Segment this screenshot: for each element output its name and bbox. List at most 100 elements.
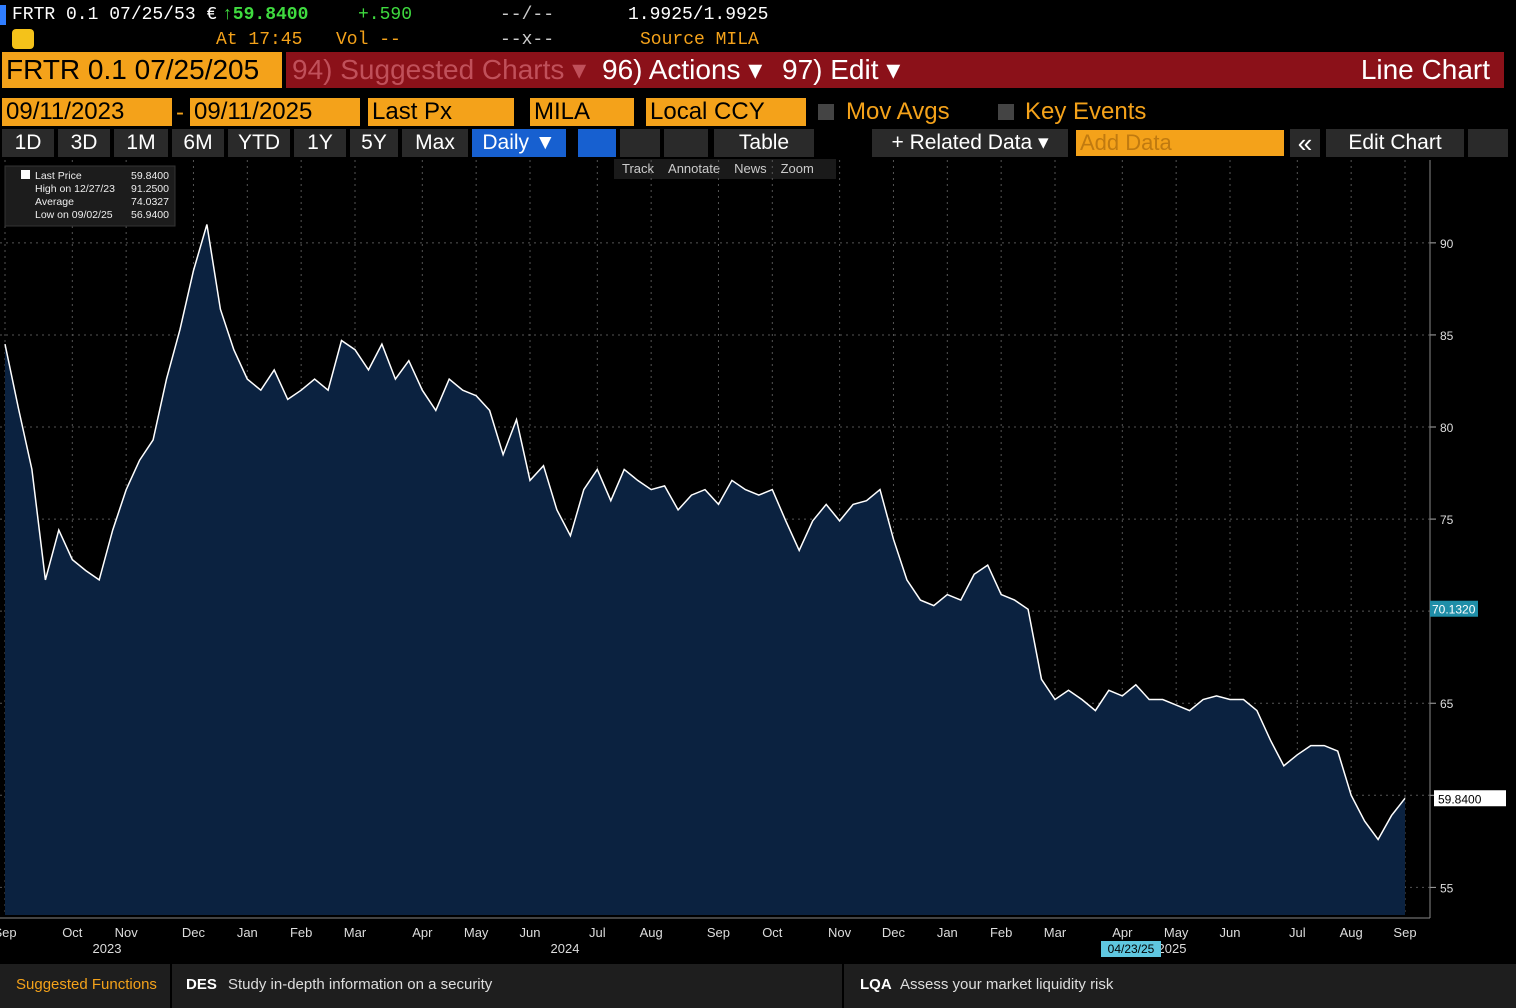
y-tick-label: 65 xyxy=(1440,697,1454,711)
divider xyxy=(170,964,172,1008)
volume: Vol -- xyxy=(336,30,401,50)
source: Source MILA xyxy=(640,30,759,50)
settings[interactable] xyxy=(1468,129,1508,157)
date-input[interactable]: 09/11/2023 xyxy=(2,98,172,126)
x-tick-label: Dec xyxy=(182,925,206,940)
mov-avgs[interactable]: Mov Avgs xyxy=(846,98,950,125)
bid-ask: --/-- xyxy=(500,5,555,25)
security: FRTR 0.1 07/25/53 € xyxy=(12,5,218,25)
related-data[interactable]: + Related Data ▾ xyxy=(872,129,1068,157)
x-tick-label: Jan xyxy=(237,925,258,940)
period-button[interactable]: 3D xyxy=(58,129,110,157)
x-tick-label: Oct xyxy=(762,925,783,940)
x-tick-label: Nov xyxy=(115,925,139,940)
stat-label: Average xyxy=(35,196,74,208)
source-input[interactable]: MILA xyxy=(530,98,634,126)
frequency[interactable]: Daily ▼ xyxy=(472,129,566,157)
tab[interactable]: 94) Suggested Charts ▾ xyxy=(286,52,596,88)
y-tick-label: 55 xyxy=(1440,881,1454,895)
x-tick-label: Aug xyxy=(1340,925,1363,940)
ticker-input[interactable]: FRTR 0.1 07/25/205 xyxy=(2,52,282,88)
edit-chart[interactable]: Edit Chart xyxy=(1326,129,1464,157)
price: ↑59.8400 xyxy=(222,5,309,25)
bar-type[interactable] xyxy=(620,129,660,157)
function-text[interactable]: Assess your market liquidity risk xyxy=(900,976,1114,993)
x-tick-label: Feb xyxy=(290,925,312,940)
year-label: 2023 xyxy=(93,941,122,956)
date-flag: 04/23/25 xyxy=(1108,942,1155,956)
status-bar xyxy=(0,5,6,25)
area xyxy=(5,224,1405,915)
y-tick-label: 90 xyxy=(1440,237,1454,251)
function-text[interactable]: Study in-depth information on a security xyxy=(228,976,493,993)
function-code[interactable]: DES xyxy=(186,976,217,993)
price-marker xyxy=(1430,600,1478,617)
footer-title: Suggested Functions xyxy=(16,976,157,993)
change: +.590 xyxy=(358,5,413,25)
table-button[interactable]: Table xyxy=(714,129,814,157)
price-marker-label: 59.8400 xyxy=(1438,792,1482,806)
x-tick-label: Jul xyxy=(1289,925,1306,940)
time: At 17:45 xyxy=(216,30,303,50)
chart-tool[interactable]: Track xyxy=(622,161,655,176)
legend-box xyxy=(4,165,176,227)
divider xyxy=(842,964,844,1008)
chart-type[interactable] xyxy=(578,129,616,157)
y-tick-label: 80 xyxy=(1440,421,1454,435)
x-tick-label: Mar xyxy=(1044,925,1067,940)
key-events[interactable]: Key Events xyxy=(1025,98,1147,125)
stat-label: Low on 09/02/25 xyxy=(35,209,113,221)
y-tick-label: 85 xyxy=(1440,329,1454,343)
tab[interactable]: 97) Edit ▾ xyxy=(776,52,908,88)
x-tick-label: Feb xyxy=(990,925,1012,940)
x-tick-label: Jul xyxy=(589,925,606,940)
stat-label: Last Price xyxy=(35,170,82,182)
period-button[interactable]: Max xyxy=(402,129,468,157)
chart: 5560657075808590SepOctNovDecJanFebMarApr… xyxy=(0,160,1506,957)
y-tick-label: 75 xyxy=(1440,513,1454,527)
chart-tool[interactable]: Annotate xyxy=(668,161,721,176)
stat-value: 56.9400 xyxy=(131,209,169,221)
price-marker xyxy=(1434,790,1506,807)
checkbox[interactable] xyxy=(998,104,1014,120)
period-button[interactable]: 6M xyxy=(172,129,224,157)
x-tick-label: Sep xyxy=(707,925,730,940)
period-button[interactable]: YTD xyxy=(228,129,290,157)
dropdown[interactable] xyxy=(664,129,708,157)
currency-input[interactable]: Local CCY xyxy=(646,98,806,126)
year-label: 2024 xyxy=(551,941,580,956)
stat-value: 59.8400 xyxy=(131,170,169,182)
chart-tool[interactable]: News xyxy=(734,161,767,176)
checkbox[interactable] xyxy=(818,104,834,120)
field-input[interactable]: Last Px xyxy=(368,98,514,126)
stat-value: 91.2500 xyxy=(131,183,169,195)
x-tick-label: Oct xyxy=(62,925,83,940)
x-tick-label: Apr xyxy=(412,925,433,940)
footer: Suggested Functions DES Study in-depth i… xyxy=(0,964,1516,1008)
date-input[interactable]: 09/11/2025 xyxy=(190,98,360,126)
price-marker-label: 70.1320 xyxy=(1432,603,1476,617)
x-tick-label: Dec xyxy=(882,925,906,940)
price-line xyxy=(4,224,1406,841)
x-tick-label: Aug xyxy=(640,925,663,940)
view-title: Line Chart xyxy=(908,52,1504,88)
collapse[interactable]: « xyxy=(1290,129,1320,157)
period-button[interactable]: 1D xyxy=(2,129,54,157)
chart-tool[interactable]: Zoom xyxy=(780,161,814,176)
icon[interactable] xyxy=(12,29,34,49)
x-tick-label: May xyxy=(1164,925,1189,940)
period-button[interactable]: 1M xyxy=(114,129,168,157)
tab[interactable]: 96) Actions ▾ xyxy=(596,52,776,88)
x-tick-label: Sep xyxy=(0,925,17,940)
year-label: 2025 xyxy=(1158,941,1187,956)
x-tick-label: Nov xyxy=(828,925,852,940)
stat-value: 74.0327 xyxy=(131,196,169,208)
period-button[interactable]: 5Y xyxy=(350,129,398,157)
period-button[interactable]: 1Y xyxy=(294,129,346,157)
date-flag-box xyxy=(1101,941,1161,957)
x-tick-label: Apr xyxy=(1112,925,1133,940)
x-tick-label: Jun xyxy=(520,925,541,940)
add-data[interactable]: Add Data xyxy=(1076,130,1284,156)
function-code[interactable]: LQA xyxy=(860,976,892,993)
